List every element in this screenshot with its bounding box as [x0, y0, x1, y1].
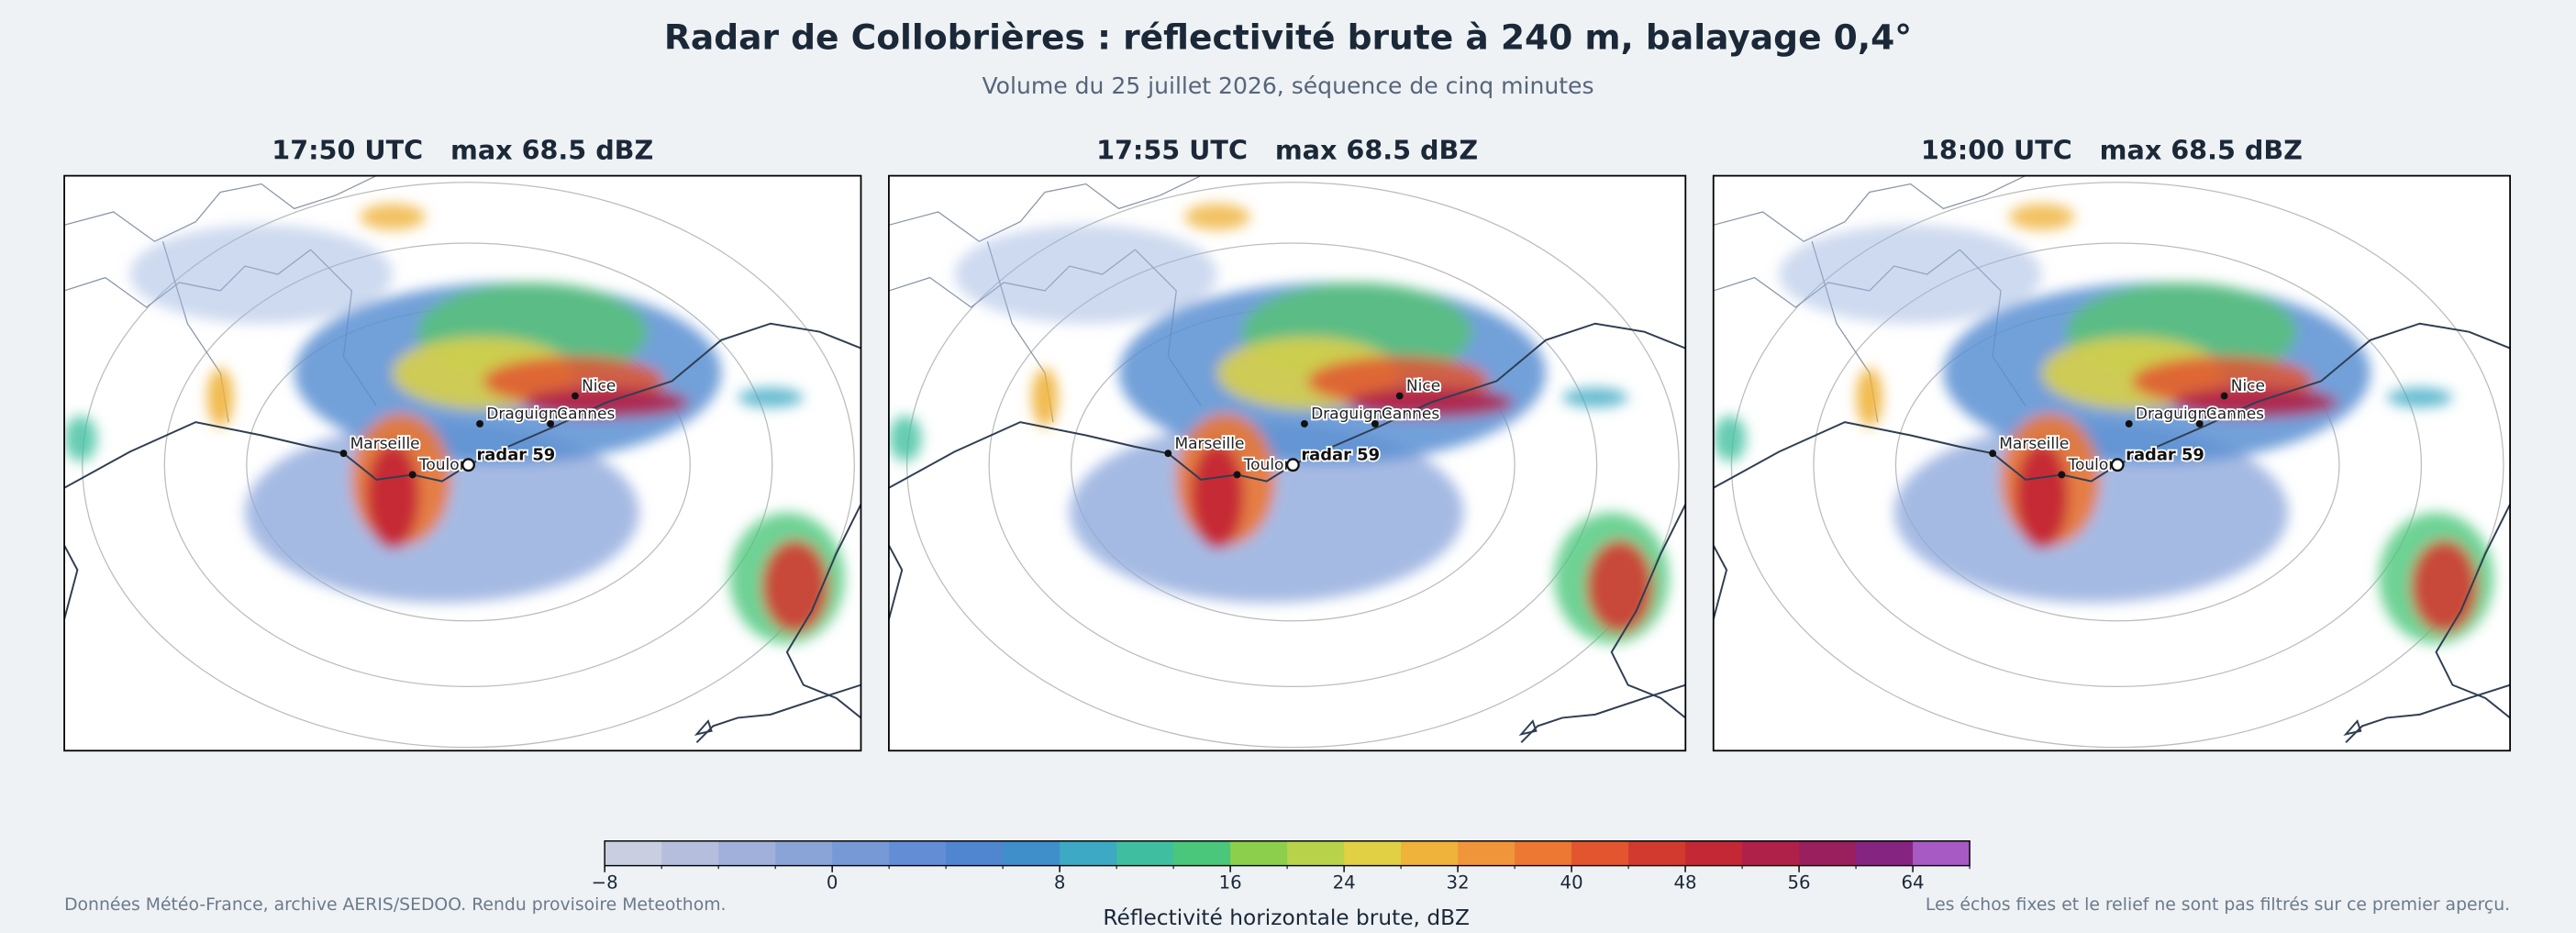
colorbar-tick-label: 56 — [1788, 872, 1811, 894]
city-marker — [2125, 420, 2133, 428]
title: Radar de Collobrières : réflectivité bru… — [664, 17, 1912, 58]
colorbar-tick-label: 16 — [1219, 872, 1242, 894]
panel-frame — [63, 174, 862, 752]
city-marker — [1989, 450, 1997, 458]
colorbar-bin — [605, 840, 662, 866]
city-label: Cannes — [2206, 405, 2264, 424]
colorbar-tick-label: 8 — [1054, 872, 1066, 894]
colorbar-tick-label: 48 — [1674, 872, 1697, 894]
panel-title: 18:00 UTC max 68.5 dBZ — [1921, 135, 2303, 166]
colorbar-bin — [1173, 840, 1231, 866]
radar-label: radar 59 — [2126, 445, 2204, 464]
colorbar-bin — [1742, 840, 1800, 866]
city-marker — [1233, 471, 1241, 479]
footer-note: Les échos fixes et le relief ne sont pas… — [1926, 895, 2510, 915]
city-marker — [2058, 471, 2066, 479]
colorbar-bin — [1344, 840, 1402, 866]
city-marker — [2220, 392, 2228, 400]
city-marker — [1395, 392, 1404, 400]
colorbar-tick-label: 0 — [827, 872, 838, 894]
colorbar-bin — [1003, 840, 1060, 866]
colorbar-bin — [1571, 840, 1629, 866]
colorbar-bin — [889, 840, 947, 866]
city-marker — [547, 420, 555, 428]
colorbar-bin — [718, 840, 776, 866]
radar-panel: 17:50 UTC max 68.5 dBZ Marseille Toulon Dra… — [64, 135, 861, 751]
city-marker — [2195, 420, 2204, 428]
city-label: Toulon — [2067, 456, 2118, 474]
colorbar-bin — [1856, 840, 1914, 866]
city-label: Marseille — [1174, 435, 1244, 453]
colorbar-bin — [1685, 840, 1743, 866]
city-label: Toulon — [1243, 456, 1294, 474]
city-label: Nice — [1406, 377, 1440, 395]
colorbar-tick-label: 32 — [1447, 872, 1470, 894]
city-label: Draguignan — [1311, 405, 1403, 424]
colorbar-bin — [1799, 840, 1857, 866]
city-label: Nice — [582, 377, 616, 395]
colorbar-bin — [1060, 840, 1117, 866]
colorbar-tick-label: 24 — [1333, 872, 1356, 894]
colorbar-bin — [1287, 840, 1345, 866]
city-marker — [339, 450, 348, 458]
colorbar-bin — [832, 840, 890, 866]
city-label: Marseille — [1999, 435, 2069, 453]
colorbar-bin — [775, 840, 833, 866]
radar-panel: 18:00 UTC max 68.5 dBZ Marseille Toulon Dra… — [1714, 135, 2510, 751]
radar-site — [461, 458, 475, 472]
colorbar-bin — [946, 840, 1004, 866]
colorbar-tick-label: 64 — [1902, 872, 1925, 894]
city-label: Draguignan — [2136, 405, 2227, 424]
city-label: Cannes — [557, 405, 615, 424]
colorbar-bin — [1628, 840, 1686, 866]
radar-site — [1285, 458, 1300, 472]
radar-label: radar 59 — [1301, 445, 1380, 464]
city-label: Draguignan — [486, 405, 578, 424]
city-label: Cannes — [1382, 405, 1439, 424]
city-label: Toulon — [418, 456, 470, 474]
city-label: Marseille — [350, 435, 420, 453]
city-marker — [1300, 420, 1308, 428]
panel-frame — [1712, 174, 2512, 752]
colorbar-tick-label: −8 — [592, 872, 618, 894]
panel-title: 17:50 UTC max 68.5 dBZ — [272, 135, 653, 166]
radar-label: radar 59 — [476, 445, 555, 464]
colorbar-bin — [1515, 840, 1572, 866]
city-marker — [476, 420, 484, 428]
colorbar-bin — [1458, 840, 1516, 866]
city-marker — [1371, 420, 1379, 428]
colorbar-bin — [1230, 840, 1288, 866]
colorbar-label: Réflectivité horizontale brute, dBZ — [1103, 905, 1470, 930]
city-marker — [571, 392, 579, 400]
subtitle: Volume du 25 juillet 2026, séquence de c… — [982, 72, 1593, 99]
colorbar-tick-label: 40 — [1560, 872, 1583, 894]
footer-note: Données Météo-France, archive AERIS/SEDO… — [64, 895, 726, 915]
radar-panel: 17:55 UTC max 68.5 dBZ Marseille Toulon Dra… — [889, 135, 1685, 751]
city-marker — [1164, 450, 1172, 458]
panel-frame — [888, 174, 1687, 752]
colorbar-bin — [1401, 840, 1459, 866]
city-marker — [408, 471, 416, 479]
colorbar-bin — [1116, 840, 1174, 866]
colorbar-bin — [661, 840, 719, 866]
colorbar-bin — [1913, 840, 1971, 866]
city-label: Nice — [2231, 377, 2265, 395]
panel-title: 17:55 UTC max 68.5 dBZ — [1096, 135, 1478, 166]
radar-site — [2110, 458, 2125, 472]
